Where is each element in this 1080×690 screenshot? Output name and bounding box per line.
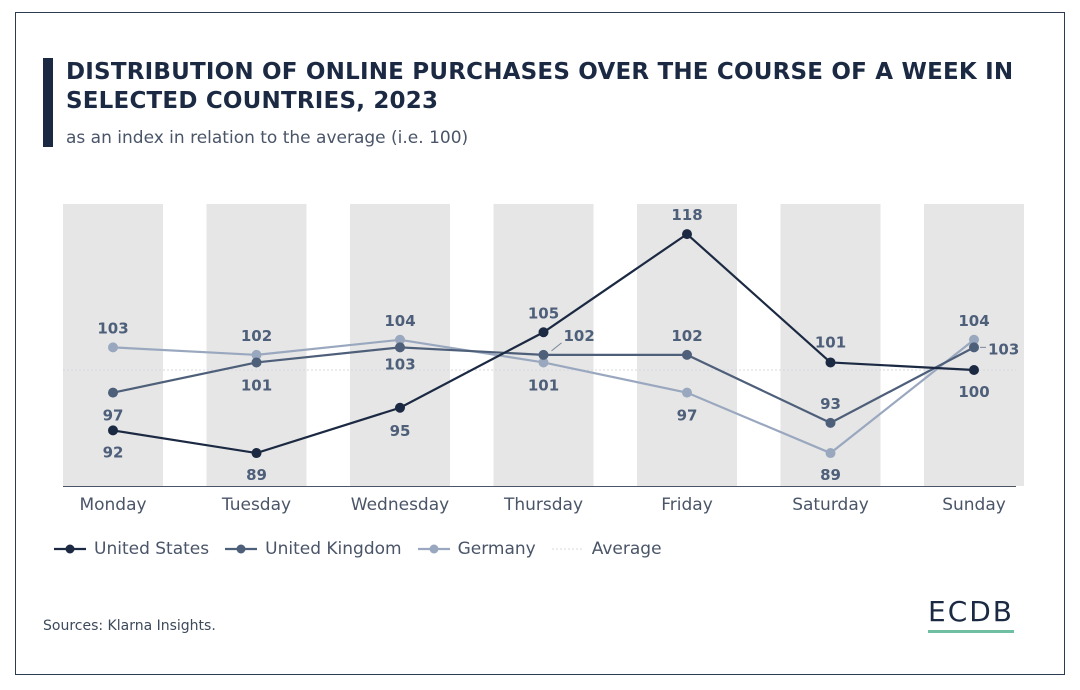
legend-label: United Kingdom bbox=[265, 539, 402, 559]
chart-subtitle: as an index in relation to the average (… bbox=[66, 128, 469, 148]
data-label: 93 bbox=[820, 395, 841, 413]
data-point-united-states bbox=[108, 425, 118, 436]
data-label: 89 bbox=[820, 466, 841, 484]
data-label: 104 bbox=[958, 312, 989, 330]
leader-line bbox=[551, 342, 562, 352]
legend-line-marker-icon bbox=[225, 544, 258, 554]
data-label: 104 bbox=[384, 312, 415, 330]
legend-label: Germany bbox=[457, 539, 536, 559]
data-point-united-kingdom bbox=[251, 357, 262, 368]
data-point-united-states bbox=[538, 327, 549, 338]
legend-dotted-line-icon bbox=[551, 548, 584, 550]
x-tick-label: Friday bbox=[661, 495, 713, 515]
x-tick-label: Monday bbox=[79, 495, 146, 515]
column-band-friday bbox=[637, 204, 737, 486]
column-band-thursday bbox=[493, 204, 594, 486]
data-point-united-kingdom bbox=[395, 342, 405, 353]
x-tick-label: Sunday bbox=[942, 495, 1006, 515]
ecdb-logo: ECDB bbox=[928, 596, 1015, 633]
data-label: 89 bbox=[246, 466, 267, 484]
data-label: 102 bbox=[671, 327, 702, 345]
data-point-united-states bbox=[825, 357, 836, 368]
data-point-germany bbox=[108, 342, 118, 353]
legend-item: United States bbox=[52, 539, 209, 559]
data-label: 97 bbox=[677, 407, 698, 425]
data-point-germany bbox=[251, 349, 262, 360]
data-label: 101 bbox=[528, 376, 559, 394]
data-point-united-states bbox=[251, 448, 262, 459]
chart-frame bbox=[15, 12, 1065, 675]
data-point-germany bbox=[395, 334, 405, 345]
chart-title: DISTRIBUTION OF ONLINE PURCHASES OVER TH… bbox=[66, 59, 1014, 114]
data-label: 103 bbox=[384, 355, 415, 373]
data-point-germany bbox=[825, 448, 836, 459]
x-tick-label: Saturday bbox=[792, 495, 869, 515]
x-tick-label: Wednesday bbox=[351, 495, 449, 515]
data-point-united-states bbox=[682, 229, 692, 240]
data-label: 105 bbox=[528, 304, 559, 322]
data-label: 103 bbox=[988, 340, 1019, 358]
legend-item: United Kingdom bbox=[223, 539, 402, 559]
legend-swatch-dot bbox=[429, 544, 439, 554]
legend-line-marker-icon bbox=[54, 544, 86, 554]
data-label: 97 bbox=[103, 407, 124, 425]
data-label: 100 bbox=[958, 383, 989, 401]
legend-item: Average bbox=[550, 539, 662, 559]
legend-line-marker-icon bbox=[417, 544, 450, 554]
data-point-united-states bbox=[395, 402, 405, 413]
data-point-united-kingdom bbox=[969, 342, 979, 353]
x-tick-label: Thursday bbox=[503, 495, 583, 515]
legend-label: United States bbox=[94, 539, 210, 559]
data-label: 102 bbox=[241, 327, 272, 345]
data-point-united-kingdom bbox=[538, 349, 549, 360]
data-label: 101 bbox=[241, 376, 272, 394]
legend-label: Average bbox=[591, 539, 662, 559]
title-accent-bar bbox=[43, 58, 53, 147]
data-point-germany bbox=[682, 387, 692, 398]
column-band-tuesday bbox=[206, 204, 307, 486]
data-point-germany bbox=[538, 357, 549, 368]
data-label: 103 bbox=[97, 319, 128, 337]
data-label: 92 bbox=[103, 443, 124, 461]
data-point-united-kingdom bbox=[682, 349, 692, 360]
legend-item: Germany bbox=[416, 539, 536, 559]
chart-legend: United States United Kingdom Germany Averag… bbox=[52, 539, 662, 559]
data-label: 101 bbox=[815, 333, 846, 351]
legend-swatch-dot bbox=[65, 544, 75, 554]
data-label: 118 bbox=[671, 206, 702, 224]
sources-note: Sources: Klarna Insights. bbox=[43, 618, 216, 634]
legend-swatch-dot bbox=[236, 544, 246, 554]
data-point-united-kingdom bbox=[108, 387, 118, 398]
data-point-united-states bbox=[969, 365, 979, 375]
data-point-united-kingdom bbox=[825, 417, 836, 428]
data-label: 95 bbox=[390, 422, 411, 440]
x-tick-label: Tuesday bbox=[221, 495, 291, 515]
data-label: 102 bbox=[564, 327, 595, 345]
data-point-germany bbox=[969, 334, 979, 345]
